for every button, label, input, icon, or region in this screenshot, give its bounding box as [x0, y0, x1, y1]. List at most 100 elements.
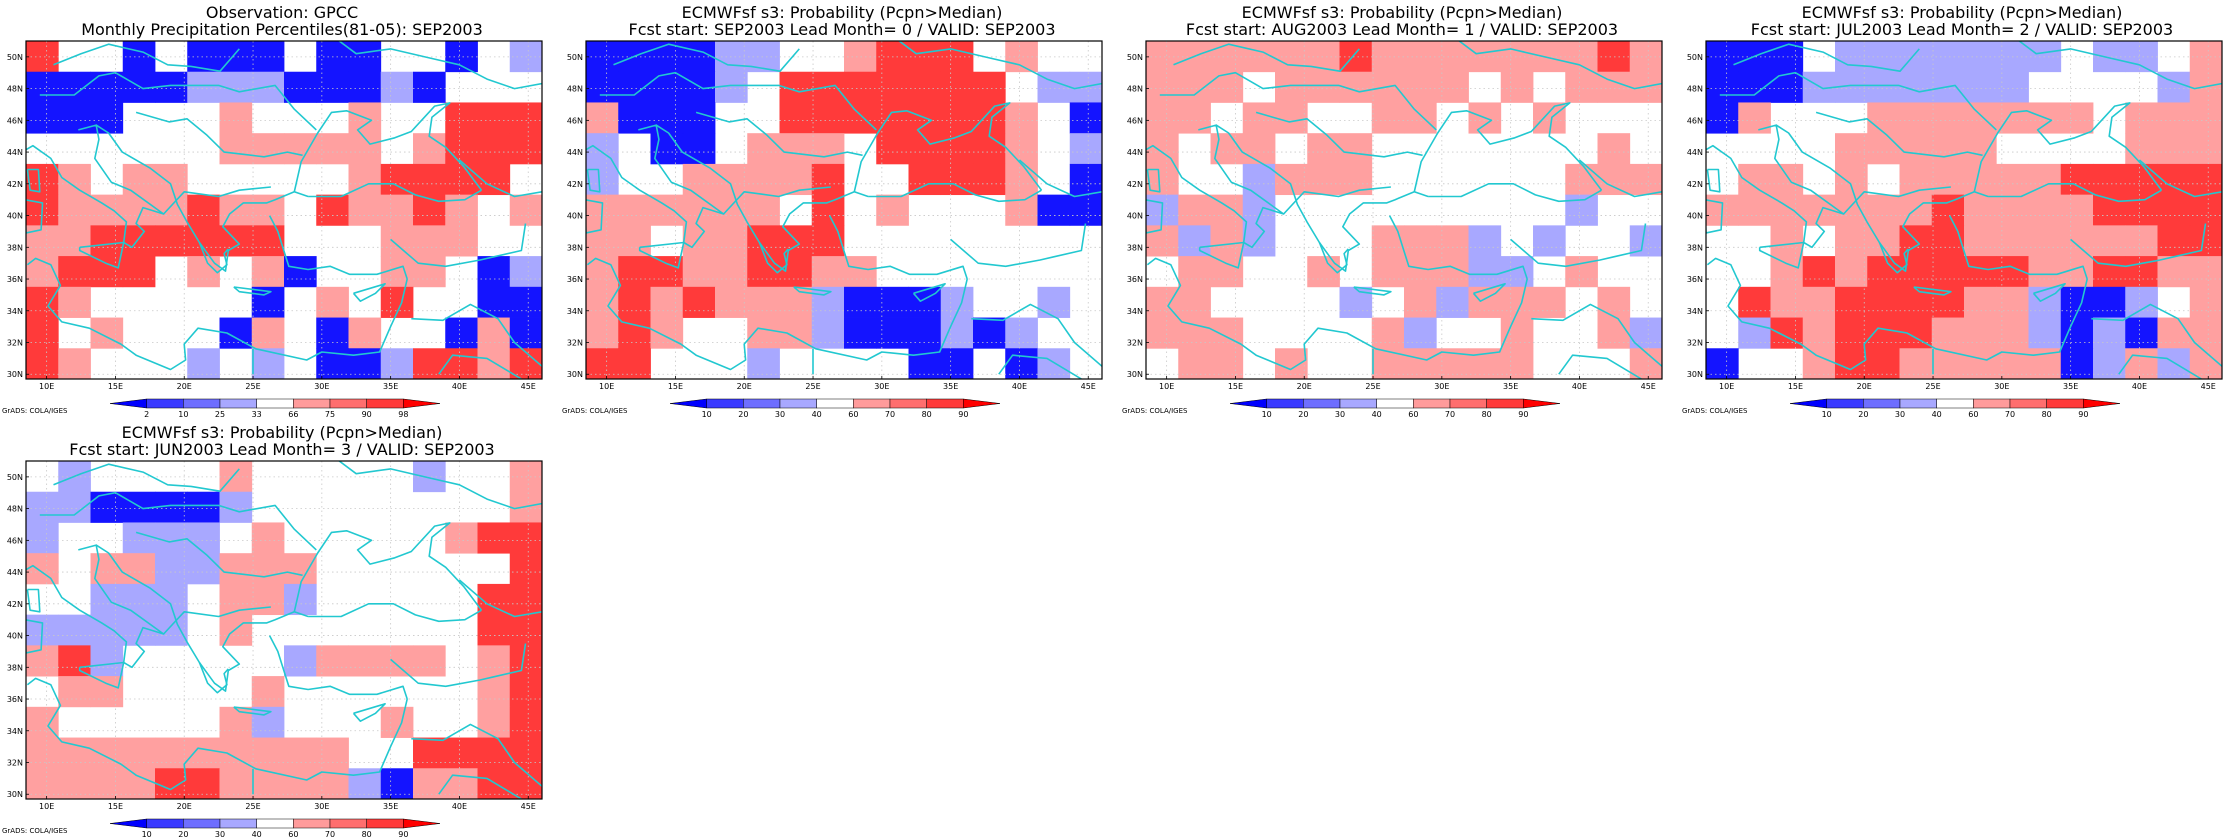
- grid-cell: [477, 522, 511, 554]
- grid-cell: [1964, 286, 1997, 318]
- grid-cell: [187, 256, 220, 288]
- grid-cell: [1899, 163, 1933, 196]
- grid-cell: [122, 768, 156, 799]
- lat-tick-label: 48N: [1687, 85, 1703, 94]
- coastline: [337, 461, 542, 510]
- grid-cell: [2125, 225, 2158, 257]
- lat-tick-label: 44N: [1127, 148, 1143, 157]
- grid-cell: [1629, 163, 1662, 196]
- grid-cell: [316, 286, 349, 318]
- lon-tick-label: 35E: [943, 382, 958, 391]
- lon-tick-label: 40E: [1012, 382, 1027, 391]
- colorbar-label: 20: [178, 830, 188, 839]
- grid-cell: [413, 256, 446, 288]
- coastline: [308, 183, 482, 203]
- lon-tick-label: 35E: [2063, 382, 2078, 391]
- map-figure: ECMWFsf s3: Probability (Pcpn>Median)Fcs…: [1682, 3, 2223, 419]
- grid-cell: [618, 71, 651, 103]
- grid-cell: [908, 71, 942, 103]
- grid-cell: [509, 583, 542, 616]
- grid-cell: [90, 583, 124, 616]
- grid-cell: [445, 133, 478, 165]
- colorbar: [109, 818, 441, 829]
- lon-tick-label: 15E: [1228, 382, 1243, 391]
- coastline: [293, 102, 483, 192]
- grid-cell: [90, 737, 124, 769]
- colorbar-label: 80: [922, 410, 932, 419]
- colorbar-label: 70: [325, 830, 335, 839]
- coastline: [268, 215, 408, 280]
- grid-cell: [1899, 102, 1933, 134]
- grid-cell: [1404, 256, 1437, 288]
- coastline: [2017, 41, 2222, 90]
- grid-cell: [973, 163, 1006, 196]
- lat-tick-label: 38N: [567, 243, 583, 252]
- grid-cell: [155, 583, 188, 616]
- coastline: [1146, 199, 1164, 234]
- grid-cell: [2093, 317, 2126, 349]
- grid-cell: [284, 71, 317, 103]
- grid-cell: [155, 194, 188, 226]
- coastline: [1198, 241, 1245, 269]
- colorbar-swatch: [743, 398, 781, 409]
- colorbar-label: 10: [1822, 410, 1832, 419]
- grid-cell: [1436, 286, 1469, 318]
- grid-cell: [413, 737, 446, 769]
- coastline: [2070, 223, 2207, 268]
- lat-tick-label: 40N: [1127, 212, 1143, 221]
- colorbar-swatch: [219, 398, 257, 409]
- grads-credit: GrADS: COLA/IGES: [2, 407, 68, 415]
- grid-cell: [1146, 225, 1179, 257]
- lat-tick-label: 32N: [7, 339, 23, 348]
- grid-cell: [715, 256, 748, 288]
- grid-cell: [187, 348, 220, 379]
- colorbar-swatch: [403, 398, 441, 409]
- lon-tick-label: 30E: [1434, 382, 1449, 391]
- colorbar-label: 33: [252, 410, 262, 419]
- map-panel: ECMWFsf s3: Probability (Pcpn>Median) Fcs…: [560, 0, 1120, 420]
- colorbar-swatch: [109, 398, 147, 409]
- coastline: [1706, 124, 1845, 249]
- coastline: [39, 71, 317, 131]
- coastline: [26, 257, 408, 371]
- coastline: [2138, 159, 2222, 198]
- grid-cell: [747, 317, 780, 349]
- grid-cell: [1867, 194, 1900, 226]
- grid-cell: [380, 71, 414, 103]
- grid-cell: [2189, 256, 2222, 288]
- coastline: [971, 303, 1102, 367]
- colorbar-label: 98: [398, 410, 408, 419]
- lat-tick-label: 46N: [7, 116, 23, 125]
- lat-tick-label: 30N: [7, 370, 23, 379]
- colorbar-label: 90: [398, 830, 408, 839]
- grid-cell: [1931, 194, 1965, 226]
- grid-cell: [2125, 102, 2158, 134]
- coastline: [1255, 111, 1423, 158]
- coastline: [1948, 215, 2088, 280]
- grid-cell: [509, 491, 542, 523]
- lat-tick-label: 44N: [7, 148, 23, 157]
- coastline: [163, 186, 271, 215]
- grid-cell: [2189, 133, 2222, 165]
- lon-tick-label: 45E: [1641, 382, 1656, 391]
- coastline: [1531, 303, 1662, 367]
- grid-cell: [1146, 71, 1179, 103]
- grid-cell: [1371, 102, 1405, 134]
- grid-cell: [2125, 317, 2158, 349]
- grid-cell: [940, 102, 974, 134]
- grid-cell: [284, 553, 317, 585]
- grads-credit: GrADS: COLA/IGES: [1122, 407, 1188, 415]
- coastline: [390, 643, 527, 688]
- grid-cell: [1178, 102, 1211, 134]
- grid-cell: [1210, 256, 1244, 288]
- coastline: [352, 702, 386, 723]
- grid-cell: [2028, 317, 2062, 349]
- coastline: [1215, 124, 1429, 272]
- grid-cell: [747, 256, 780, 288]
- grid-cell: [1371, 225, 1405, 257]
- grid-cell: [284, 583, 317, 616]
- coastline: [912, 282, 946, 303]
- coastline: [586, 199, 604, 234]
- panel-title: ECMWFsf s3: Probability (Pcpn>Median): [1802, 3, 2123, 22]
- grid-cell: [1996, 317, 2029, 349]
